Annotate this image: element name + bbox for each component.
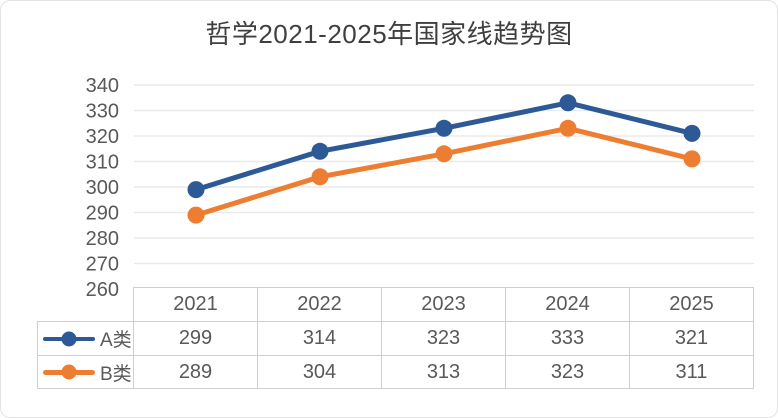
legend-label: A类 bbox=[100, 330, 132, 351]
table-series-row: B类 289 304 313 323 311 bbox=[37, 355, 754, 389]
data-point-marker bbox=[683, 150, 701, 168]
data-table: 2021 2022 2023 2024 2025 A类 299 314 323 333 321 B类 2… bbox=[37, 287, 754, 389]
table-corner-blank bbox=[38, 288, 134, 322]
legend-cell: B类 bbox=[37, 355, 134, 389]
legend-label: B类 bbox=[100, 363, 132, 385]
data-point-marker bbox=[435, 119, 453, 137]
table-value-cell: 323 bbox=[381, 321, 506, 356]
data-point-marker bbox=[311, 142, 329, 160]
y-axis-tick-label: 290 bbox=[86, 203, 119, 225]
table-value-cell: 289 bbox=[133, 355, 258, 389]
y-axis-tick-label: 280 bbox=[86, 228, 119, 250]
y-axis-tick-label: 340 bbox=[86, 75, 119, 97]
y-axis-tick-label: 330 bbox=[86, 101, 119, 123]
table-year-cell: 2022 bbox=[257, 287, 382, 322]
data-point-marker bbox=[559, 119, 577, 137]
series-line-B类 bbox=[193, 125, 695, 218]
y-axis-tick-label: 320 bbox=[86, 126, 119, 148]
legend-key-icon bbox=[43, 330, 95, 347]
table-year-cell: 2025 bbox=[629, 287, 754, 322]
data-table-body: 2021 2022 2023 2024 2025 A类 299 314 323 333 321 B类 2… bbox=[37, 287, 754, 389]
data-point-marker bbox=[559, 94, 577, 112]
data-point-marker bbox=[187, 206, 205, 224]
table-value-cell: 333 bbox=[505, 321, 630, 356]
data-point-marker bbox=[683, 124, 701, 142]
y-axis-tick-label: 270 bbox=[86, 254, 119, 276]
data-point-marker bbox=[187, 181, 205, 199]
y-axis-tick-label: 300 bbox=[86, 177, 119, 199]
y-axis-tick-label: 310 bbox=[86, 152, 119, 174]
table-series-row: A类 299 314 323 333 321 bbox=[37, 321, 754, 356]
legend-marker-icon bbox=[61, 364, 77, 380]
y-axis-tick-label: 260 bbox=[86, 279, 119, 301]
table-year-cell: 2023 bbox=[381, 287, 506, 322]
legend-cell: A类 bbox=[37, 321, 134, 356]
table-value-cell: 321 bbox=[629, 321, 754, 356]
table-year-cell: 2021 bbox=[133, 287, 258, 322]
table-value-cell: 311 bbox=[629, 355, 754, 389]
table-value-cell: 313 bbox=[381, 355, 506, 389]
table-value-cell: 323 bbox=[505, 355, 630, 389]
table-value-cell: 304 bbox=[257, 355, 382, 389]
legend-marker-icon bbox=[61, 331, 77, 346]
data-point-marker bbox=[435, 145, 453, 163]
table-header-row: 2021 2022 2023 2024 2025 bbox=[38, 287, 754, 322]
data-point-marker bbox=[311, 168, 329, 186]
chart-title: 哲学2021-2025年国家线趋势图 bbox=[205, 19, 573, 49]
table-value-cell: 299 bbox=[133, 321, 258, 356]
legend-key-icon bbox=[43, 364, 95, 381]
table-year-cell: 2024 bbox=[505, 287, 630, 322]
table-value-cell: 314 bbox=[257, 321, 382, 356]
